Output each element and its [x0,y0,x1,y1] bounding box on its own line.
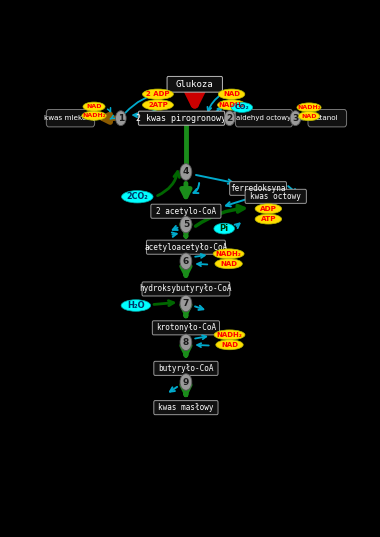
Ellipse shape [142,100,173,110]
Text: acetyloacetyło-CoA: acetyloacetyło-CoA [144,243,228,252]
Text: NAD: NAD [220,261,237,267]
Text: 7: 7 [183,299,189,308]
Circle shape [180,253,192,270]
Text: 3: 3 [292,114,299,122]
Ellipse shape [213,249,244,259]
Text: NAD: NAD [221,342,238,348]
Ellipse shape [216,340,243,350]
Text: kwas masłowy: kwas masłowy [158,403,214,412]
Text: NAD: NAD [223,91,240,97]
Text: butyryło-CoA: butyryło-CoA [158,364,214,373]
Text: NAD: NAD [301,114,317,119]
Text: 2ATP: 2ATP [148,102,168,108]
FancyBboxPatch shape [230,182,287,195]
FancyBboxPatch shape [154,401,218,415]
Text: 4: 4 [183,168,189,177]
Ellipse shape [297,103,321,112]
Circle shape [116,111,126,126]
Ellipse shape [82,111,106,120]
Ellipse shape [218,89,245,99]
Text: 8: 8 [183,338,189,347]
FancyBboxPatch shape [138,111,225,125]
Circle shape [224,111,235,126]
Text: 2 acetylo-CoA: 2 acetylo-CoA [156,207,216,216]
Ellipse shape [298,112,320,121]
Text: aldehyd octowy: aldehyd octowy [236,115,291,121]
Text: Pi: Pi [220,224,229,233]
Circle shape [180,334,192,351]
Ellipse shape [255,214,282,224]
Ellipse shape [142,89,173,99]
Text: NADH₂: NADH₂ [297,105,321,110]
Circle shape [180,164,192,180]
Text: CO₂: CO₂ [234,104,249,111]
FancyBboxPatch shape [142,282,230,296]
Text: Glukoza: Glukoza [176,80,214,89]
Ellipse shape [214,223,234,234]
Text: NADH₂: NADH₂ [216,251,242,257]
Text: 1: 1 [118,114,124,122]
Ellipse shape [83,102,105,111]
FancyBboxPatch shape [154,361,218,375]
Text: H₂O: H₂O [127,301,145,310]
Text: 2CO₂: 2CO₂ [127,192,148,201]
FancyBboxPatch shape [46,110,95,127]
Text: ADP: ADP [260,206,277,212]
Text: krotonyło-CoA: krotonyło-CoA [156,323,216,332]
FancyBboxPatch shape [308,110,347,127]
Ellipse shape [215,259,242,268]
Ellipse shape [122,191,153,203]
Text: etanol: etanol [316,115,339,121]
Ellipse shape [255,204,282,214]
Text: 6: 6 [183,257,189,266]
Text: NAD: NAD [86,104,102,109]
Circle shape [290,111,301,126]
Text: 2: 2 [226,114,233,122]
Ellipse shape [121,300,150,311]
Text: kwas mlekowy: kwas mlekowy [44,115,97,121]
Text: kwas octowy: kwas octowy [250,192,301,201]
Text: 2 kwas pirogronowy: 2 kwas pirogronowy [136,114,226,122]
Text: NADH₂: NADH₂ [217,332,242,338]
FancyBboxPatch shape [245,190,306,204]
Circle shape [180,374,192,390]
FancyBboxPatch shape [235,110,293,127]
Text: NADH₂: NADH₂ [82,113,106,118]
Text: hydroksybutyryło-CoA: hydroksybutyryło-CoA [140,285,232,293]
Ellipse shape [231,103,253,112]
Text: 9: 9 [183,378,189,387]
FancyBboxPatch shape [167,76,222,92]
Text: ferredoksyna: ferredoksyna [230,184,286,193]
Ellipse shape [218,100,245,110]
Text: 2 ADP: 2 ADP [146,91,170,97]
FancyBboxPatch shape [152,321,220,335]
Circle shape [180,295,192,311]
Text: 5: 5 [183,220,189,229]
FancyBboxPatch shape [146,240,225,254]
Text: NADH₂: NADH₂ [218,102,244,108]
FancyBboxPatch shape [151,204,221,218]
Ellipse shape [214,330,245,340]
Circle shape [180,216,192,233]
Text: ATP: ATP [261,216,276,222]
